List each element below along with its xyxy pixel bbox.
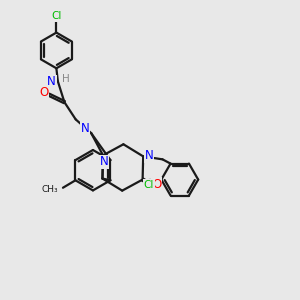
Text: Cl: Cl [51,11,62,21]
Text: CH₃: CH₃ [42,185,58,194]
Text: H: H [62,74,70,84]
Text: N: N [81,122,90,135]
Text: O: O [152,178,161,191]
Text: Cl: Cl [144,180,154,190]
Text: N: N [47,75,56,88]
Text: O: O [39,86,48,99]
Text: N: N [100,155,109,168]
Text: N: N [145,149,154,162]
